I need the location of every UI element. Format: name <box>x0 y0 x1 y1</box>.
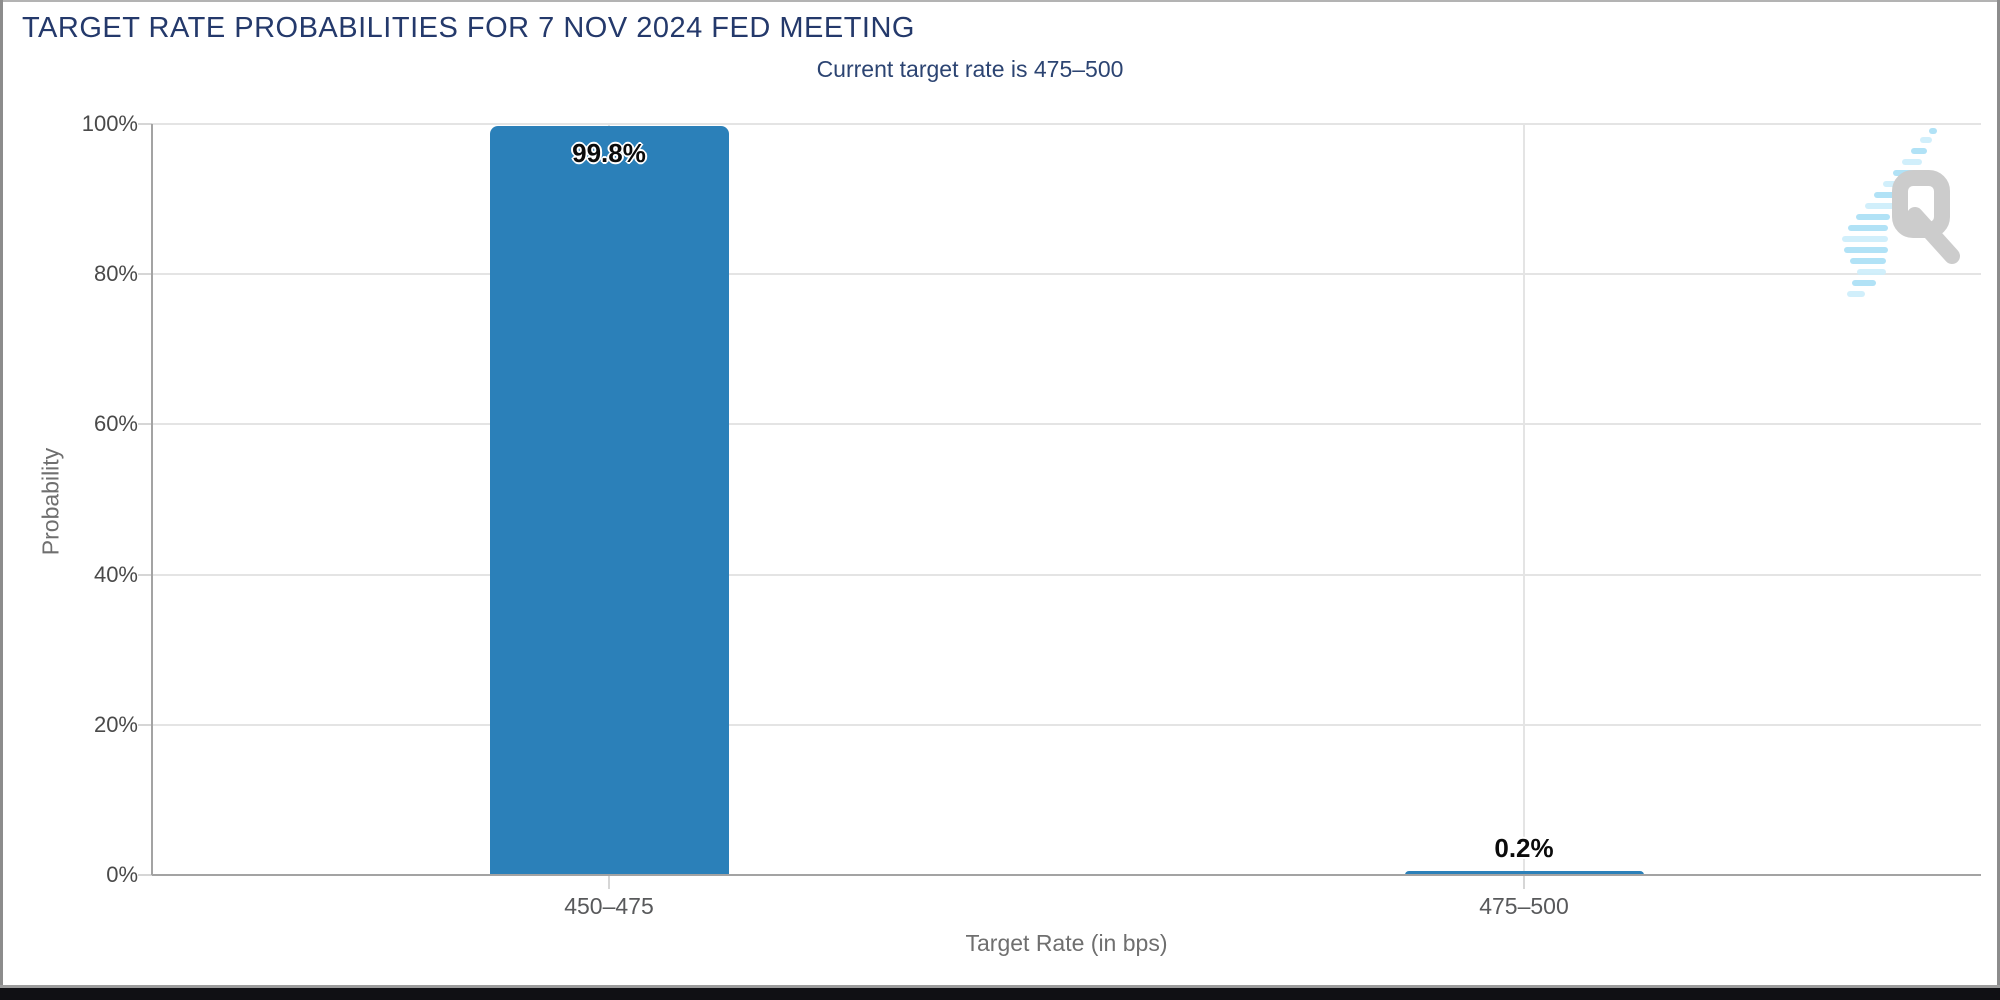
y-gridline <box>152 724 1981 726</box>
x-category-label: 450–475 <box>564 893 654 919</box>
footer-bar <box>0 988 2000 1000</box>
x-gridline <box>1523 124 1525 875</box>
y-axis-tick <box>138 874 152 876</box>
chart-subtitle: Current target rate is 475–500 <box>816 56 1124 82</box>
x-category-label: 475–500 <box>1479 893 1569 919</box>
footer-divider <box>0 985 2000 988</box>
y-axis-tick <box>138 724 152 726</box>
y-axis-tick <box>138 273 152 275</box>
y-axis-tick <box>138 423 152 425</box>
y-axis-tick-label: 0% <box>106 862 138 887</box>
y-gridline <box>152 273 1981 275</box>
y-axis-tick <box>138 574 152 576</box>
y-axis-line <box>151 124 153 875</box>
y-axis-title: Probability <box>37 447 64 556</box>
y-axis-tick-label: 80% <box>93 261 138 286</box>
panel-right-border <box>1997 0 2000 1000</box>
probability-bar[interactable] <box>489 126 729 875</box>
panel-top-border <box>0 0 2000 2</box>
x-axis-title: Target Rate (in bps) <box>965 930 1168 956</box>
y-axis-tick-label: 100% <box>81 111 138 136</box>
y-axis-tick <box>138 123 152 125</box>
quikstrike-q-watermark-icon <box>1842 128 1960 297</box>
y-gridline <box>152 123 1981 125</box>
bar-value-label: 0.2% <box>1494 833 1554 863</box>
y-axis-tick-label: 60% <box>93 411 138 436</box>
panel-left-border <box>0 0 3 1000</box>
x-axis-tick <box>608 875 610 889</box>
x-axis-tick <box>1523 875 1525 889</box>
chart-title: TARGET RATE PROBABILITIES FOR 7 NOV 2024… <box>22 12 915 44</box>
y-gridline <box>152 423 1981 425</box>
y-axis-tick-label: 40% <box>93 562 138 587</box>
bar-value-label: 99.8% <box>572 138 646 168</box>
probability-bar[interactable] <box>1404 871 1644 875</box>
y-axis-tick-label: 20% <box>93 712 138 737</box>
x-axis-line <box>152 874 1981 876</box>
y-gridline <box>152 574 1981 576</box>
